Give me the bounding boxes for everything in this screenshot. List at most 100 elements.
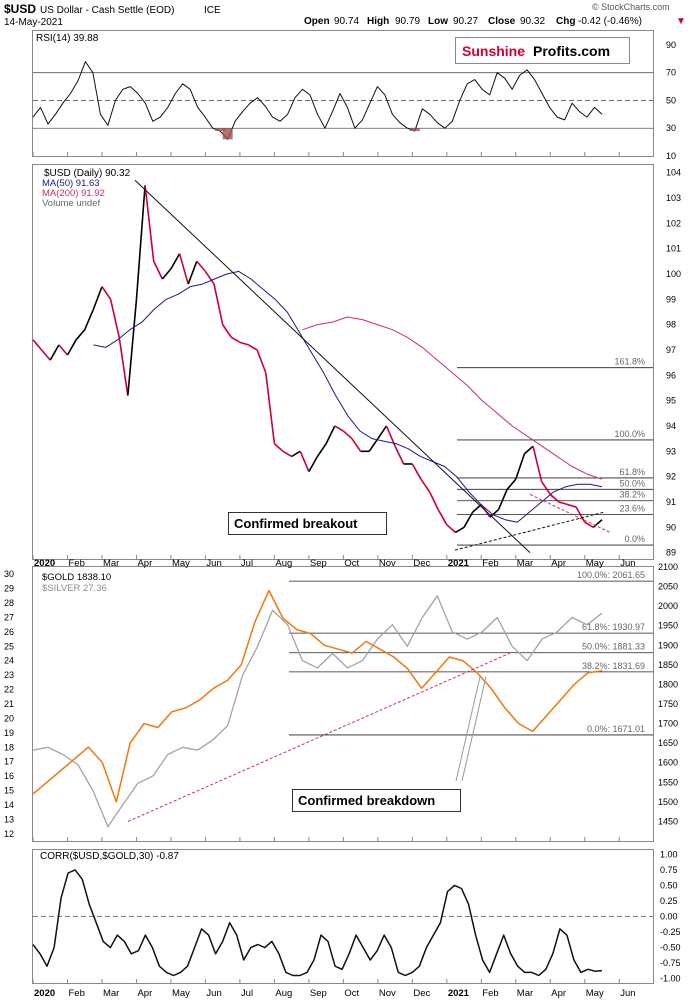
- x-axis-label: Jun: [206, 558, 221, 569]
- exchange: ICE: [204, 5, 221, 16]
- series-lines: [32, 61, 611, 977]
- credit: © StockCharts.com: [592, 2, 670, 12]
- rsi-tick-label: 50: [666, 95, 676, 105]
- rsi-line: [32, 61, 603, 140]
- gold-tick-label: 1650: [658, 738, 678, 748]
- x-axis-label: May: [172, 558, 190, 569]
- tick-labels: 10 30 50 70 90 89 90 91 92 93 94 95 96 97 98 99 100 101 10…: [4, 40, 681, 984]
- silver-line: [32, 595, 603, 828]
- instrument-name: US Dollar - Cash Settle (EOD): [40, 5, 174, 16]
- corr-tick-label: 0.75: [660, 865, 678, 875]
- gold-fib-label: 38.2%: 1831.69: [582, 661, 645, 671]
- silver-tick-label: 20: [4, 713, 14, 723]
- rsi-oversold-fill: [215, 128, 226, 131]
- gold-tick-label: 1500: [658, 797, 678, 807]
- brand-part1: Sunshine: [462, 43, 525, 59]
- usd-price-segment: [575, 506, 586, 523]
- silver-tick-label: 24: [4, 656, 14, 666]
- usd-price-segment: [282, 450, 293, 458]
- x-axis-label: 2020: [34, 558, 55, 569]
- usd-price-segment: [101, 286, 112, 300]
- corr-tick-label: -0.75: [660, 958, 681, 968]
- usd-tick-label: 101: [666, 244, 681, 254]
- x-axis-label: Feb: [482, 558, 498, 569]
- usd-price-segment: [394, 445, 405, 465]
- usd-fib-label: 23.6%: [619, 504, 645, 514]
- corr-title: CORR($USD,$GOLD,30) -0.87: [40, 851, 179, 862]
- open-label: Open: [304, 16, 330, 27]
- usd-price-segment: [187, 261, 198, 285]
- usd-price-segment: [152, 260, 164, 280]
- usd-price-segment: [334, 425, 344, 432]
- panel-frames: [32, 30, 654, 984]
- x-axis-labels: 2020 2020 Feb Feb Mar Mar Apr Apr May May Jun Jun Ju…: [34, 558, 636, 999]
- ma200-line: [302, 316, 603, 480]
- silver-tick-label: 23: [4, 670, 14, 680]
- silver-tick-label: 21: [4, 699, 14, 709]
- usd-tick-label: 96: [666, 370, 676, 380]
- x-axis-label: May: [586, 558, 604, 569]
- usd-tick-label: 104: [666, 168, 681, 178]
- usd-price-segment: [239, 341, 249, 346]
- x-axis-label: Jul: [241, 988, 253, 999]
- usd-price-segment: [213, 283, 224, 325]
- high-value: 90.79: [395, 16, 420, 27]
- x-axis-label: Mar: [517, 558, 533, 569]
- x-axis-label: Mar: [103, 558, 119, 569]
- usd-price-segment: [204, 270, 215, 285]
- usd-price-segment: [342, 430, 353, 440]
- downtrend-line: [134, 179, 531, 554]
- usd-price-segment: [377, 425, 388, 440]
- gold-uptrend-line: [127, 652, 511, 822]
- usd-tick-label: 100: [666, 269, 681, 279]
- usd-price-segment: [455, 526, 465, 534]
- x-axis-label: Apr: [551, 988, 566, 999]
- x-axis-label: Dec: [413, 558, 430, 569]
- silver-tick-label: 30: [4, 569, 14, 579]
- x-axis-label: Aug: [275, 988, 292, 999]
- usd-price-segment: [463, 511, 474, 528]
- x-axis-label: May: [172, 988, 190, 999]
- usd-price-segment: [178, 253, 189, 285]
- usd-price-segment: [299, 451, 310, 472]
- usd-tick-label: 102: [666, 218, 681, 228]
- usd-fib-label: 61.8%: [619, 467, 645, 477]
- usd-price-segment: [523, 445, 534, 455]
- x-axis-label: Aug: [275, 558, 292, 569]
- corr-tick-label: -0.50: [660, 943, 681, 953]
- gold-line: [32, 589, 603, 803]
- usd-tick-label: 95: [666, 396, 676, 406]
- gold-fib-label: 50.0%: 1881.33: [582, 642, 645, 652]
- close-value: 90.32: [520, 16, 545, 27]
- usd-price-segment: [109, 299, 120, 338]
- gold-panel: [32, 566, 654, 842]
- x-axis-label: Sep: [310, 988, 327, 999]
- breakdown-label: Confirmed breakdown: [298, 793, 435, 808]
- usd-price-segment: [540, 481, 551, 495]
- usd-price-segment: [92, 286, 103, 310]
- usd-price-segment: [351, 438, 362, 452]
- gridlines: [32, 72, 653, 983]
- chart-date: 14-May-2021: [4, 17, 63, 28]
- usd-tick-label: 91: [666, 497, 676, 507]
- usd-price-segment: [437, 509, 448, 526]
- usd-fib-label: 0.0%: [624, 534, 645, 544]
- corr-tick-label: -1.00: [660, 974, 681, 984]
- gold-tick-label: 1950: [658, 621, 678, 631]
- usd-price-segment: [325, 425, 336, 445]
- rsi-oversold-fill: [409, 128, 420, 131]
- usd-panel: [32, 164, 654, 560]
- breakout-label: Confirmed breakout: [234, 516, 358, 531]
- corr-tick-label: 0.50: [660, 880, 678, 890]
- brand-logo: Sunshine Profits.com: [455, 37, 630, 64]
- usd-price-segment: [420, 478, 431, 493]
- x-axis-label: Oct: [344, 558, 359, 569]
- silver-tick-label: 29: [4, 584, 14, 594]
- usd-price-segment: [248, 344, 258, 351]
- silver-tick-label: 12: [4, 829, 14, 839]
- gold-fib-label: 100.0%: 2061.65: [577, 570, 645, 580]
- x-axis-label: Apr: [137, 988, 152, 999]
- silver-tick-label: 22: [4, 685, 14, 695]
- brand-part2: Profits.com: [533, 43, 610, 59]
- x-axis-label: Feb: [482, 988, 498, 999]
